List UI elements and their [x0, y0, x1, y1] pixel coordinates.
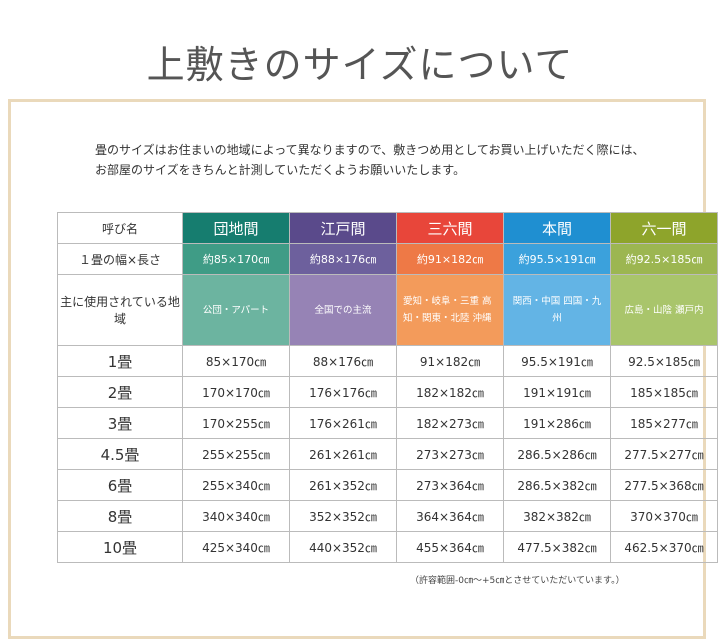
- column-header: 六一間: [610, 212, 718, 244]
- intro-text: 畳のサイズはお住まいの地域によって異なりますので、敷きつめ用としてお買い上げいた…: [95, 140, 644, 180]
- dimension-cell: 176×176㎝: [289, 376, 397, 408]
- dimension-cell: 185×277㎝: [610, 407, 718, 439]
- dimension-cell: 261×352㎝: [289, 469, 397, 501]
- row-label: 6畳: [57, 469, 183, 501]
- dimension-cell: 92.5×185㎝: [610, 345, 718, 377]
- dimension-cell: 277.5×277㎝: [610, 438, 718, 470]
- dimension-cell: 88×176㎝: [289, 345, 397, 377]
- tatami-size-cell: 約95.5×191㎝: [503, 243, 611, 275]
- dimension-cell: 455×364㎝: [396, 531, 504, 563]
- dimension-cell: 85×170㎝: [182, 345, 290, 377]
- dimension-cell: 425×340㎝: [182, 531, 290, 563]
- region-cell: 愛知・岐阜・三重 高知・関東・北陸 沖縄: [396, 274, 504, 346]
- tatami-size-cell: 約85×170㎝: [182, 243, 290, 275]
- dimension-cell: 191×286㎝: [503, 407, 611, 439]
- dimension-cell: 286.5×286㎝: [503, 438, 611, 470]
- dimension-cell: 364×364㎝: [396, 500, 504, 532]
- row-label: 8畳: [57, 500, 183, 532]
- dimension-cell: 95.5×191㎝: [503, 345, 611, 377]
- row-label: 4.5畳: [57, 438, 183, 470]
- column-header: 本間: [503, 212, 611, 244]
- dimension-cell: 477.5×382㎝: [503, 531, 611, 563]
- dimension-cell: 352×352㎝: [289, 500, 397, 532]
- region-cell: 全国での主流: [289, 274, 397, 346]
- region-row: 主に使用されている地域 公団・アパート 全国での主流 愛知・岐阜・三重 高知・関東・北…: [57, 274, 718, 346]
- dimension-cell: 176×261㎝: [289, 407, 397, 439]
- dimension-cell: 255×255㎝: [182, 438, 290, 470]
- region-cell: 公団・アパート: [182, 274, 290, 346]
- row-label: １畳の幅×長さ: [57, 243, 183, 275]
- row-label: 10畳: [57, 531, 183, 563]
- dimension-cell: 286.5×382㎝: [503, 469, 611, 501]
- dimension-cell: 182×182㎝: [396, 376, 504, 408]
- dimension-cell: 170×255㎝: [182, 407, 290, 439]
- region-cell: 広島・山陰 瀬戸内: [610, 274, 718, 346]
- dimension-cell: 261×261㎝: [289, 438, 397, 470]
- dimension-cell: 370×370㎝: [610, 500, 718, 532]
- page-title: 上敷きのサイズについて: [146, 43, 574, 87]
- dimension-cell: 255×340㎝: [182, 469, 290, 501]
- column-header: 三六間: [396, 212, 504, 244]
- dimension-cell: 277.5×368㎝: [610, 469, 718, 501]
- row-label: 主に使用されている地域: [57, 274, 183, 346]
- column-header: 江戸間: [289, 212, 397, 244]
- dimension-cell: 185×185㎝: [610, 376, 718, 408]
- table-row: 8畳 340×340㎝ 352×352㎝ 364×364㎝ 382×382㎝ 370×37…: [57, 500, 718, 532]
- intro-line: 畳のサイズはお住まいの地域によって異なりますので、敷きつめ用としてお買い上げいた…: [95, 143, 645, 157]
- dimension-cell: 170×170㎝: [182, 376, 290, 408]
- tatami-size-cell: 約92.5×185㎝: [610, 243, 718, 275]
- tatami-size-cell: 約91×182㎝: [396, 243, 504, 275]
- row-label: 2畳: [57, 376, 183, 408]
- dimension-cell: 182×273㎝: [396, 407, 504, 439]
- row-label: 1畳: [57, 345, 183, 377]
- region-cell: 関西・中国 四国・九州: [503, 274, 611, 346]
- size-row: １畳の幅×長さ 約85×170㎝ 約88×176㎝ 約91×182㎝ 約95.5×191…: [57, 243, 718, 275]
- table-row: 1畳 85×170㎝ 88×176㎝ 91×182㎝ 95.5×191㎝ 92.5×185…: [57, 345, 718, 377]
- tatami-size-cell: 約88×176㎝: [289, 243, 397, 275]
- dimension-cell: 440×352㎝: [289, 531, 397, 563]
- dimension-cell: 191×191㎝: [503, 376, 611, 408]
- row-label: 呼び名: [57, 212, 183, 244]
- table-row: 10畳 425×340㎝ 440×352㎝ 455×364㎝ 477.5×382㎝ 462…: [57, 531, 718, 563]
- dimension-cell: 273×364㎝: [396, 469, 504, 501]
- header-row: 呼び名 団地間 江戸間 三六間 本間 六一間: [57, 212, 718, 244]
- table-row: 6畳 255×340㎝ 261×352㎝ 273×364㎝ 286.5×382㎝ 277.…: [57, 469, 718, 501]
- tolerance-note: （許容範囲-0㎝～+5㎝とさせていただいています。）: [410, 576, 625, 586]
- dimension-cell: 462.5×370㎝: [610, 531, 718, 563]
- dimension-cell: 273×273㎝: [396, 438, 504, 470]
- intro-line: お部屋のサイズをきちんと計測していただくようお願いいたします。: [95, 163, 466, 177]
- dimension-cell: 91×182㎝: [396, 345, 504, 377]
- dimension-cell: 382×382㎝: [503, 500, 611, 532]
- table-row: 2畳 170×170㎝ 176×176㎝ 182×182㎝ 191×191㎝ 185×18…: [57, 376, 718, 408]
- table-row: 3畳 170×255㎝ 176×261㎝ 182×273㎝ 191×286㎝ 185×27…: [57, 407, 718, 439]
- size-table: 呼び名 団地間 江戸間 三六間 本間 六一間 １畳の幅×長さ 約85×170㎝ 約88×176㎝…: [57, 212, 718, 563]
- column-header: 団地間: [182, 212, 290, 244]
- dimension-cell: 340×340㎝: [182, 500, 290, 532]
- row-label: 3畳: [57, 407, 183, 439]
- table-row: 4.5畳 255×255㎝ 261×261㎝ 273×273㎝ 286.5×286㎝ 27…: [57, 438, 718, 470]
